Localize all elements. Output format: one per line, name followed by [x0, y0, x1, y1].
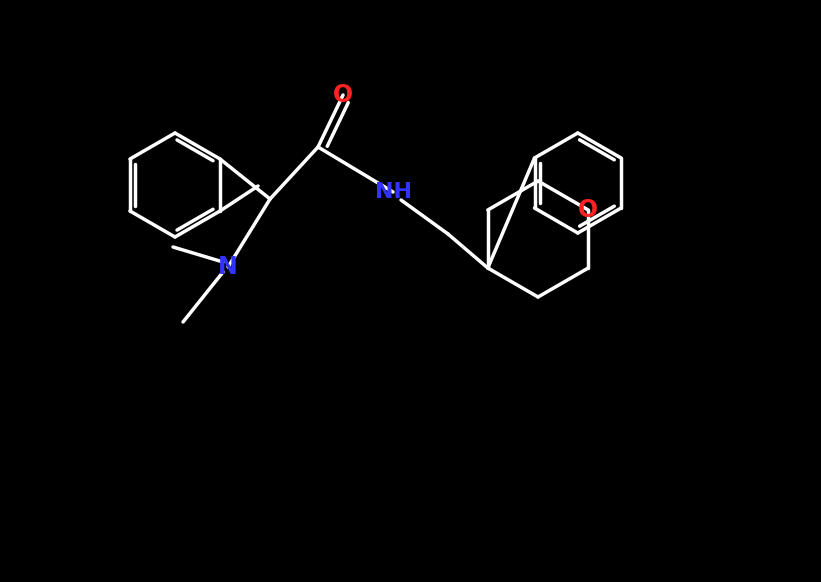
Text: N: N: [218, 255, 238, 279]
Text: NH: NH: [374, 182, 411, 202]
Text: O: O: [333, 83, 353, 107]
Text: O: O: [578, 198, 599, 222]
